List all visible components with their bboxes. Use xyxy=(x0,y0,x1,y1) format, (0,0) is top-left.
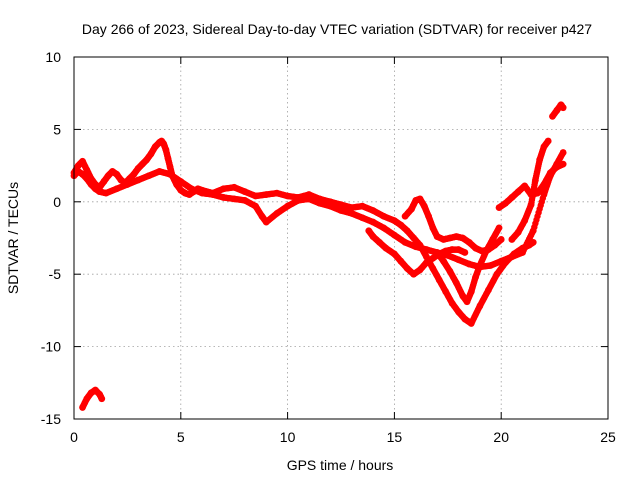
y-tick-label: 5 xyxy=(53,121,61,137)
series-s9 xyxy=(79,386,106,411)
series-s8 xyxy=(549,101,567,120)
series-s2 xyxy=(70,149,567,271)
y-tick-labels: -15 -10 -5 0 5 10 xyxy=(41,49,61,427)
y-axis-label: SDTVAR / TECUs xyxy=(5,182,21,294)
data-point xyxy=(559,149,567,156)
x-tick-label: 15 xyxy=(387,429,403,445)
series-s5 xyxy=(433,224,503,306)
data-point xyxy=(461,249,469,256)
plot-frame xyxy=(73,56,609,420)
data-point xyxy=(544,137,552,145)
x-tick-label: 10 xyxy=(280,429,296,445)
series-s7 xyxy=(508,137,552,243)
x-tick-label: 20 xyxy=(493,429,509,445)
y-tick-label: -5 xyxy=(49,266,62,282)
data-points xyxy=(70,101,567,411)
x-tick-label: 25 xyxy=(600,429,616,445)
x-tick-labels: 0 5 10 15 20 25 xyxy=(70,429,616,445)
data-point xyxy=(495,224,503,232)
y-tick-label: -10 xyxy=(41,339,61,355)
data-point xyxy=(559,104,567,112)
y-tick-label: 10 xyxy=(45,49,61,65)
chart-title: Day 266 of 2023, Sidereal Day-to-day VTE… xyxy=(82,21,592,37)
data-point xyxy=(497,236,505,243)
axis-ticks xyxy=(73,56,609,420)
data-point xyxy=(559,160,567,168)
x-tick-label: 0 xyxy=(70,429,78,445)
x-tick-label: 5 xyxy=(177,429,185,445)
series-s3 xyxy=(365,227,469,278)
y-tick-label: -15 xyxy=(41,411,61,427)
x-axis-label: GPS time / hours xyxy=(287,457,394,473)
y-tick-label: 0 xyxy=(53,194,61,210)
data-point xyxy=(98,395,106,403)
